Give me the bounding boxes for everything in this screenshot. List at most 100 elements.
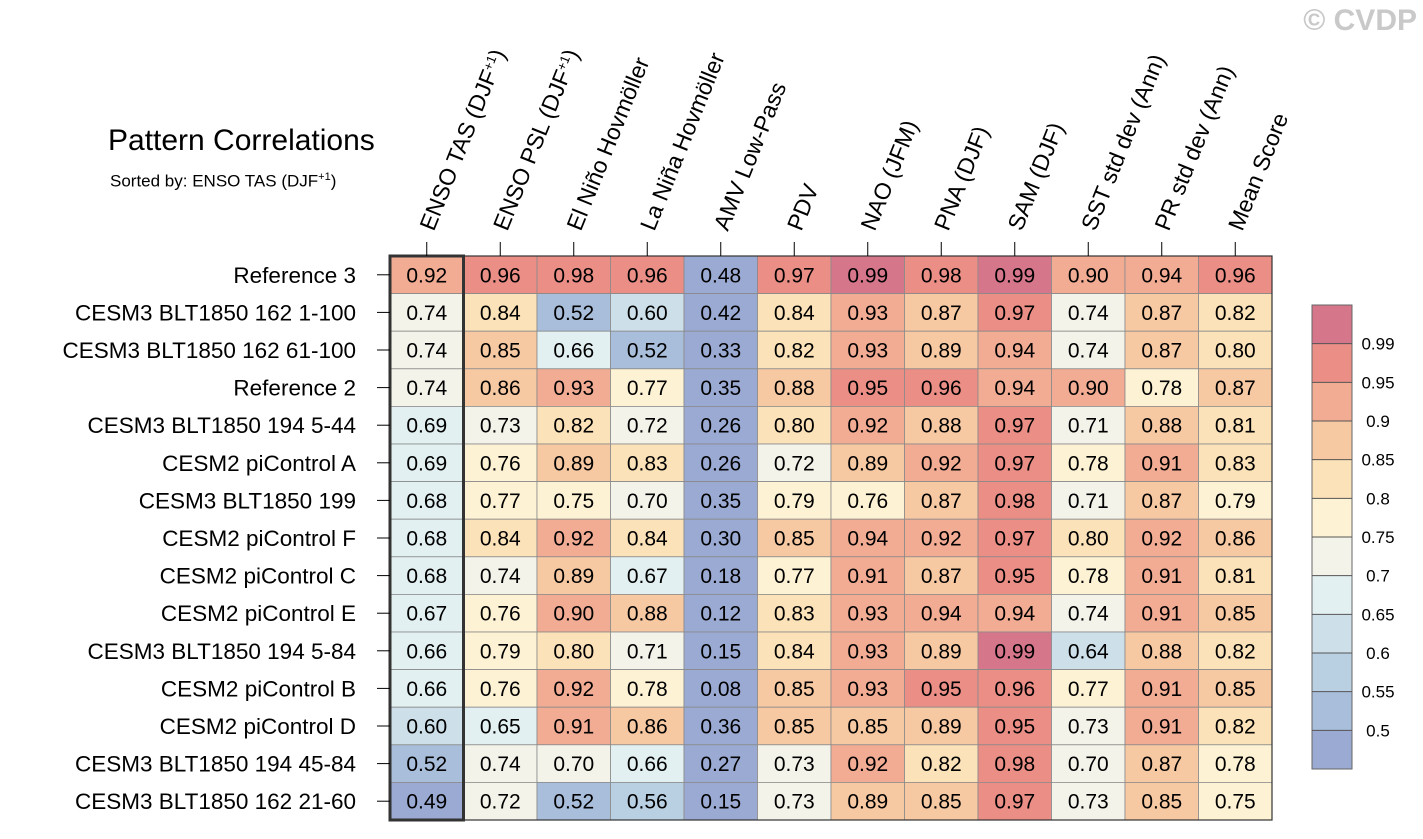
heatmap-cell bbox=[536, 518, 611, 558]
cell-value-label: 0.78 bbox=[1068, 452, 1109, 475]
row-label: CESM2 piControl D bbox=[160, 714, 356, 739]
cell-value-label: 0.97 bbox=[994, 452, 1035, 475]
heatmap-cell bbox=[757, 631, 832, 670]
cell-value-label: 0.78 bbox=[1141, 377, 1182, 400]
heatmap-cell bbox=[1051, 782, 1126, 821]
cell-value-label: 0.96 bbox=[1215, 264, 1256, 287]
column-label-sup: +1 bbox=[479, 53, 498, 72]
cell-value-label: 0.56 bbox=[627, 791, 668, 814]
heatmap-cell bbox=[610, 330, 685, 370]
heatmap-cell bbox=[1051, 556, 1126, 595]
cell-value-label: 0.73 bbox=[1068, 791, 1109, 814]
column-label: AMV Low-Pass bbox=[708, 78, 791, 234]
heatmap-cell bbox=[463, 782, 538, 821]
heatmap-cell bbox=[977, 669, 1052, 708]
row-label: CESM3 BLT1850 162 21-60 bbox=[75, 789, 356, 814]
heatmap-cell bbox=[977, 706, 1052, 746]
heatmap-cell bbox=[830, 669, 905, 708]
colorbar-label: 0.85 bbox=[1361, 451, 1394, 470]
cell-value-label: 0.66 bbox=[627, 753, 668, 776]
colorbar-label: 0.55 bbox=[1361, 683, 1394, 702]
cell-value-label: 0.96 bbox=[480, 264, 521, 287]
heatmap-cell bbox=[683, 706, 758, 746]
heatmap-cell bbox=[536, 443, 611, 482]
heatmap-cell bbox=[389, 594, 464, 633]
chart-title: Pattern Correlations bbox=[108, 124, 375, 157]
cell-value-label: 0.48 bbox=[700, 264, 741, 287]
heatmap-cell bbox=[610, 744, 685, 783]
cell-value-label: 0.83 bbox=[1215, 452, 1256, 475]
cell-value-label: 0.30 bbox=[700, 528, 741, 551]
heatmap-cell bbox=[1198, 782, 1273, 821]
cell-value-label: 0.91 bbox=[1141, 678, 1182, 701]
colorbar-swatch bbox=[1312, 537, 1352, 576]
heatmap-cell bbox=[1198, 405, 1273, 445]
cell-value-label: 0.97 bbox=[994, 528, 1035, 551]
cell-value-label: 0.88 bbox=[1141, 415, 1182, 438]
heatmap-cell bbox=[683, 330, 758, 370]
subtitle-sup: +1 bbox=[318, 171, 331, 183]
heatmap-cell bbox=[1124, 669, 1199, 708]
cell-value-label: 0.75 bbox=[553, 490, 594, 513]
cell-value-label: 0.70 bbox=[1068, 753, 1109, 776]
heatmap-cell bbox=[536, 481, 611, 520]
colorbar-label: 0.8 bbox=[1366, 489, 1390, 508]
column-label-text: SAM (DJF) bbox=[1002, 119, 1069, 234]
cell-value-label: 0.82 bbox=[1215, 716, 1256, 739]
heatmap-cell bbox=[1198, 706, 1273, 746]
row-label: CESM3 BLT1850 194 45-84 bbox=[75, 752, 356, 777]
heatmap-cell bbox=[1124, 330, 1199, 370]
heatmap-cell bbox=[463, 481, 538, 520]
cell-value-label: 0.85 bbox=[1215, 603, 1256, 626]
cell-value-label: 0.42 bbox=[700, 302, 741, 325]
column-label-sup: +1 bbox=[553, 53, 572, 72]
row-label: CESM2 piControl C bbox=[160, 564, 356, 589]
cell-value-label: 0.15 bbox=[700, 640, 741, 663]
cell-value-label: 0.89 bbox=[553, 452, 594, 475]
column-label-text: NAO (JFM) bbox=[855, 116, 923, 234]
heatmap-cell bbox=[830, 631, 905, 670]
cell-value-label: 0.92 bbox=[847, 415, 888, 438]
column-label: PNA (DJF) bbox=[929, 122, 994, 234]
heatmap-cell bbox=[977, 744, 1052, 783]
cell-value-label: 0.35 bbox=[700, 377, 741, 400]
heatmap-cell bbox=[610, 706, 685, 746]
cell-value-label: 0.95 bbox=[994, 716, 1035, 739]
heatmap-cell bbox=[904, 518, 979, 558]
cell-value-label: 0.87 bbox=[921, 490, 962, 513]
column-label-text: PDV bbox=[782, 180, 824, 234]
cell-value-label: 0.88 bbox=[921, 415, 962, 438]
cell-value-label: 0.74 bbox=[1068, 603, 1109, 626]
heatmap-cell bbox=[1051, 405, 1126, 445]
cell-value-label: 0.67 bbox=[627, 565, 668, 588]
cell-value-label: 0.83 bbox=[774, 603, 815, 626]
cell-value-label: 0.72 bbox=[774, 452, 815, 475]
cell-value-label: 0.89 bbox=[847, 452, 888, 475]
cell-value-label: 0.82 bbox=[1215, 302, 1256, 325]
colorbar-swatch bbox=[1312, 575, 1352, 615]
cell-value-label: 0.72 bbox=[627, 415, 668, 438]
cell-value-label: 0.52 bbox=[553, 791, 594, 814]
cell-value-label: 0.68 bbox=[406, 565, 447, 588]
heatmap-cell bbox=[757, 706, 832, 746]
heatmap-cell bbox=[1051, 330, 1126, 370]
heatmap-cell bbox=[536, 706, 611, 746]
heatmap-cell bbox=[830, 481, 905, 520]
cell-value-label: 0.92 bbox=[553, 528, 594, 551]
heatmap-cell bbox=[610, 443, 685, 482]
heatmap-cell bbox=[830, 594, 905, 633]
heatmap-cell bbox=[389, 481, 464, 520]
cell-value-label: 0.73 bbox=[480, 415, 521, 438]
cell-value-label: 0.91 bbox=[847, 565, 888, 588]
cell-value-label: 0.85 bbox=[774, 716, 815, 739]
heatmap-cell bbox=[830, 255, 905, 294]
cell-value-label: 0.80 bbox=[1068, 528, 1109, 551]
cell-value-label: 0.85 bbox=[847, 716, 888, 739]
cell-value-label: 0.87 bbox=[1141, 340, 1182, 363]
heatmap-cell bbox=[757, 330, 832, 370]
row-label: CESM3 BLT1850 194 5-44 bbox=[88, 413, 357, 438]
cell-value-label: 0.71 bbox=[1068, 490, 1109, 513]
cell-value-label: 0.87 bbox=[1141, 302, 1182, 325]
cell-value-label: 0.12 bbox=[700, 603, 741, 626]
